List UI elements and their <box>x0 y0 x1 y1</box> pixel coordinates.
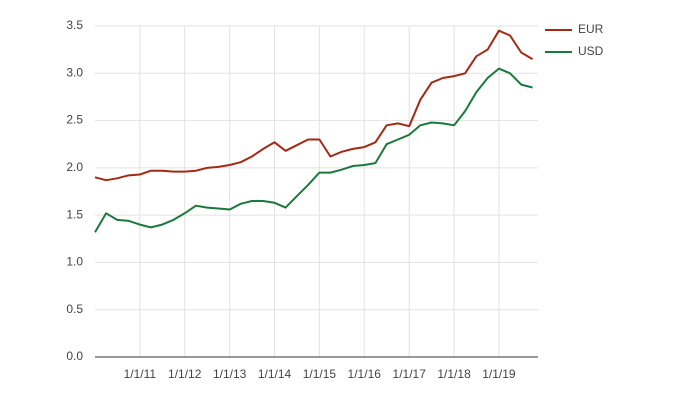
x-tick-label: 1/1/19 <box>482 367 516 381</box>
x-tick-label: 1/1/17 <box>393 367 427 381</box>
x-tick-label: 1/1/14 <box>258 367 292 381</box>
x-tick-label: 1/1/12 <box>168 367 202 381</box>
y-tick-label: 1.0 <box>66 255 83 269</box>
x-tick-label: 1/1/18 <box>437 367 471 381</box>
y-tick-label: 3.5 <box>66 18 83 32</box>
legend-label: USD <box>578 44 604 58</box>
y-tick-label: 0.0 <box>66 349 83 363</box>
x-tick-label: 1/1/15 <box>303 367 337 381</box>
y-tick-label: 3.0 <box>66 65 83 79</box>
x-tick-label: 1/1/13 <box>213 367 247 381</box>
series-line <box>94 29 534 182</box>
y-tick-label: 2.5 <box>66 113 83 127</box>
y-tick-label: 1.5 <box>66 207 83 221</box>
y-tick-label: 2.0 <box>66 160 83 174</box>
x-tick-label: 1/1/11 <box>124 367 157 381</box>
legend-label: EUR <box>578 22 604 36</box>
y-tick-label: 0.5 <box>66 302 83 316</box>
x-tick-label: 1/1/16 <box>348 367 382 381</box>
series-line <box>94 67 533 233</box>
